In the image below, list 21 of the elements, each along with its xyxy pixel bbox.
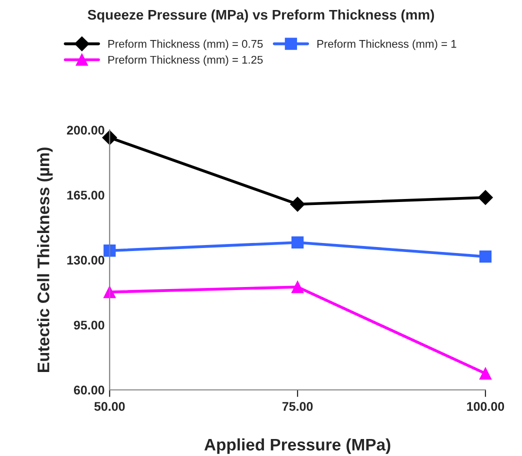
point bbox=[104, 244, 116, 257]
x-tick-label: 75.00 bbox=[282, 402, 313, 411]
x-tick-label: 50.00 bbox=[94, 402, 125, 411]
legend-label: Preform Thickness (mm) = 1.25 bbox=[108, 56, 263, 66]
chart-title: Squeeze Pressure (MPa) vs Preform Thickness (mm) bbox=[88, 9, 434, 22]
legend-label: Preform Thickness (mm) = 0.75 bbox=[108, 40, 263, 50]
y-tick-label: 130.00 bbox=[67, 256, 104, 265]
point bbox=[290, 196, 305, 212]
point bbox=[291, 236, 304, 249]
point bbox=[479, 250, 492, 263]
y-tick-label: 200.00 bbox=[66, 126, 104, 135]
point bbox=[478, 190, 493, 205]
y-tick-label: 165.00 bbox=[67, 190, 104, 200]
x-axis-title: Applied Pressure (MPa) bbox=[204, 438, 390, 454]
x-tick-label: 100.00 bbox=[467, 402, 504, 411]
y-tick-label: 95.00 bbox=[74, 320, 104, 330]
y-axis-title: Eutectic Cell Thickness (µm) bbox=[37, 148, 53, 372]
point bbox=[291, 280, 304, 294]
point bbox=[479, 367, 492, 380]
legend-label: Preform Thickness (mm) = 1 bbox=[317, 40, 456, 50]
y-tick-label: 60.00 bbox=[74, 386, 104, 395]
